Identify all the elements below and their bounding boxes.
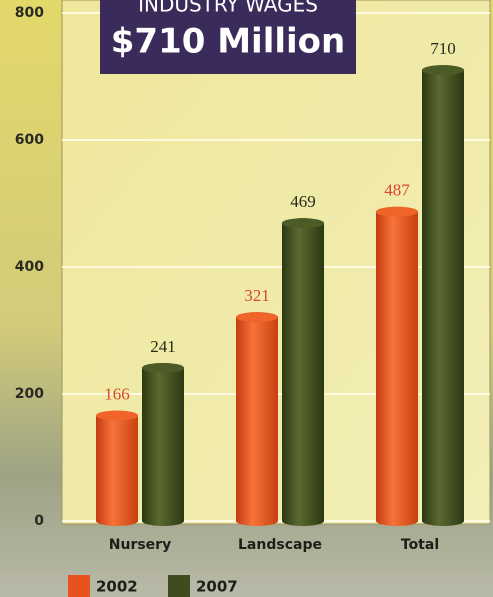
bar-cap <box>142 362 184 373</box>
value-label: 469 <box>290 192 316 211</box>
y-tick-label: 600 <box>15 132 44 148</box>
x-tick-label: Nursery <box>109 537 171 553</box>
bar-cap <box>376 206 418 217</box>
x-tick-label: Total <box>401 537 439 553</box>
value-label: 241 <box>150 337 176 356</box>
bar <box>96 410 138 526</box>
value-label: 487 <box>384 181 410 200</box>
bar-cap <box>96 410 138 421</box>
bar-cap <box>236 312 278 323</box>
bar <box>422 65 464 527</box>
x-tick-label: Landscape <box>238 537 322 553</box>
bar-cap <box>282 218 324 229</box>
y-tick-label: 800 <box>15 5 44 21</box>
value-label: 166 <box>104 384 130 403</box>
chart-title: INDUSTRY WAGES <box>138 0 318 17</box>
bar <box>142 362 184 526</box>
value-label: 321 <box>244 286 270 305</box>
legend-swatch <box>68 575 90 597</box>
bar-cap <box>422 65 464 76</box>
y-tick-label: 200 <box>15 386 44 402</box>
bar <box>282 218 324 526</box>
title-box <box>100 0 356 74</box>
value-label: 710 <box>430 39 456 58</box>
legend: 2002 2007 <box>68 575 238 597</box>
chart-subtitle: $710 Million <box>111 22 345 62</box>
y-tick-label: 0 <box>34 513 44 529</box>
legend-label: 2007 <box>196 578 238 596</box>
y-tick-label: 400 <box>15 259 44 275</box>
legend-label: 2002 <box>96 578 138 596</box>
bar <box>376 206 418 526</box>
bars: 166 241 321 469 487 710 <box>96 39 464 527</box>
bar <box>236 312 278 526</box>
legend-swatch <box>168 575 190 597</box>
